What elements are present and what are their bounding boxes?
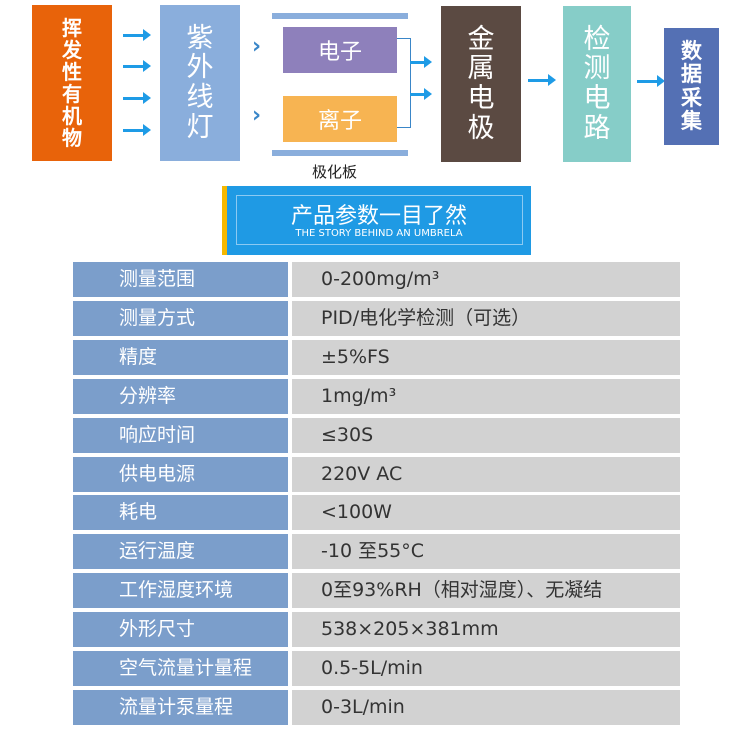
- spec-label: 供电电源: [73, 456, 288, 492]
- spec-label: 测量方式: [73, 300, 288, 336]
- arrow-icon: [123, 92, 151, 104]
- spec-value: ≤30S: [292, 417, 680, 453]
- voc-label: 挥发性有机物: [62, 16, 82, 150]
- spec-label: 精度: [73, 339, 288, 375]
- spec-value: 220V AC: [292, 456, 680, 492]
- arrow-icon: [528, 74, 556, 86]
- spec-row: 工作湿度环境 0至93%RH（相对湿度）、无凝结: [73, 573, 680, 609]
- spec-row: 响应时间 ≤30S: [73, 417, 680, 453]
- spec-value: 0.5-5L/min: [292, 651, 680, 686]
- spec-label: 工作湿度环境: [73, 573, 288, 609]
- polarizer-plate: [272, 150, 408, 156]
- arrow-icon: [410, 56, 432, 68]
- arrow-icon: [123, 124, 151, 136]
- spec-row: 分辨率 1mg/m³: [73, 378, 680, 414]
- spec-value: 1mg/m³: [292, 378, 680, 414]
- arrow-icon: [410, 88, 432, 100]
- spec-value: 0-3L/min: [292, 689, 680, 725]
- spec-label: 耗电: [73, 495, 288, 531]
- spec-row: 外形尺寸 538×205×381mm: [73, 612, 680, 648]
- ion-box: 离子: [283, 96, 397, 142]
- plate-label: 极化板: [312, 163, 358, 181]
- voc-box: 挥发性有机物: [32, 5, 112, 161]
- spec-value: -10 至55°C: [292, 534, 680, 570]
- uv-lamp-box: 紫外线灯: [160, 5, 240, 161]
- spec-row: 测量方式 PID/电化学检测（可选）: [73, 300, 680, 336]
- spec-value: <100W: [292, 495, 680, 531]
- spec-label: 响应时间: [73, 417, 288, 453]
- electron-label: 电子: [317, 40, 362, 65]
- detection-circuit-box: 检测电路: [563, 6, 631, 162]
- spec-row: 供电电源 220V AC: [73, 456, 680, 492]
- spec-row: 空气流量计量程 0.5-5L/min: [73, 651, 680, 686]
- connector-line: [397, 38, 411, 128]
- spec-row: 精度 ±5%FS: [73, 339, 680, 375]
- spec-value: 0至93%RH（相对湿度）、无凝结: [292, 573, 680, 609]
- spec-label: 外形尺寸: [73, 612, 288, 648]
- spec-label: 运行温度: [73, 534, 288, 570]
- spec-label: 分辨率: [73, 378, 288, 414]
- spec-row: 流量计泵量程 0-3L/min: [73, 689, 680, 725]
- banner: 产品参数一目了然 THE STORY BEHIND AN UMBRELA: [222, 186, 531, 255]
- uv-label: 紫外线灯: [186, 22, 214, 143]
- spec-row: 测量范围 0-200mg/m³: [73, 262, 680, 297]
- spec-row: 运行温度 -10 至55°C: [73, 534, 680, 570]
- spec-value: ±5%FS: [292, 339, 680, 375]
- electrode-label: 金属电极: [467, 23, 495, 144]
- spec-label: 空气流量计量程: [73, 651, 288, 686]
- spec-value: 0-200mg/m³: [292, 262, 680, 297]
- polarizer-plate: [272, 13, 408, 19]
- arrow-icon: [123, 29, 151, 41]
- arrow-icon: [123, 60, 151, 72]
- spec-label: 流量计泵量程: [73, 689, 288, 725]
- spec-value: 538×205×381mm: [292, 612, 680, 648]
- circuit-label: 检测电路: [583, 23, 611, 144]
- chevron-icon: ›: [252, 34, 262, 59]
- spec-value: PID/电化学检测（可选）: [292, 300, 680, 336]
- metal-electrode-box: 金属电极: [441, 6, 521, 162]
- spec-label: 测量范围: [73, 262, 288, 297]
- ion-label: 离子: [317, 109, 362, 134]
- data-acquisition-box: 数据采集: [664, 28, 719, 145]
- banner-title: 产品参数一目了然: [290, 204, 467, 229]
- spec-row: 耗电 <100W: [73, 495, 680, 531]
- acquisition-label: 数据采集: [681, 39, 702, 133]
- arrow-icon: [637, 75, 665, 87]
- chevron-icon: ›: [252, 103, 262, 128]
- electron-box: 电子: [283, 27, 397, 73]
- banner-subtitle: THE STORY BEHIND AN UMBRELA: [295, 228, 463, 239]
